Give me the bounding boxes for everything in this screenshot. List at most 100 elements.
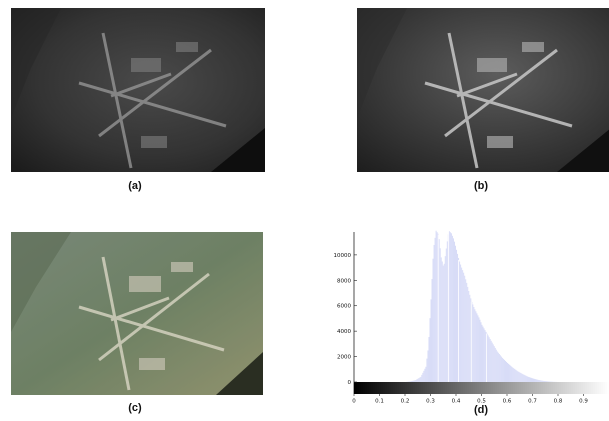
histogram-bar bbox=[516, 370, 518, 382]
histogram-bar bbox=[439, 248, 441, 382]
histogram-bar bbox=[459, 261, 461, 382]
histogram-bar bbox=[466, 282, 468, 382]
histogram-bar bbox=[507, 362, 509, 382]
histogram-bar bbox=[446, 241, 448, 382]
histogram-bar bbox=[423, 370, 425, 382]
histogram-bar bbox=[488, 337, 490, 382]
y-tick-label: 6000 bbox=[337, 304, 351, 310]
histogram-bar bbox=[475, 311, 477, 382]
y-tick-label: 10000 bbox=[334, 253, 352, 259]
histogram-bar bbox=[501, 357, 503, 382]
histogram-bar bbox=[432, 258, 434, 382]
histogram-bar bbox=[435, 230, 437, 382]
histogram-bar bbox=[444, 256, 446, 382]
histogram-bar bbox=[504, 360, 506, 382]
x-tick-label: 0.1 bbox=[375, 399, 384, 405]
histogram-bar bbox=[489, 339, 491, 382]
histogram-bar bbox=[535, 379, 537, 382]
histogram-bar bbox=[531, 378, 533, 382]
histogram-bar bbox=[410, 381, 412, 382]
histogram-bar bbox=[496, 351, 498, 382]
histogram-bar bbox=[427, 350, 429, 382]
histogram-bar bbox=[454, 245, 456, 382]
grayscale-colorbar bbox=[354, 382, 609, 394]
histogram-bar bbox=[452, 238, 454, 382]
histogram-bar bbox=[543, 380, 545, 382]
x-tick-label: 0.8 bbox=[554, 399, 563, 405]
histogram-bar bbox=[485, 331, 487, 382]
histogram-bar bbox=[486, 333, 488, 382]
histogram-bar bbox=[542, 380, 544, 382]
histogram-bar bbox=[492, 344, 494, 382]
histogram-bar bbox=[420, 376, 422, 382]
histogram-bar bbox=[424, 368, 426, 382]
histogram-bar bbox=[412, 380, 414, 382]
histogram-bar bbox=[537, 379, 539, 382]
y-tick-label: 4000 bbox=[337, 329, 351, 335]
histogram-bar bbox=[464, 275, 466, 382]
histogram-axes bbox=[353, 232, 609, 394]
histogram-bar bbox=[441, 261, 443, 382]
histogram-bar bbox=[470, 298, 472, 382]
histogram-bar bbox=[425, 366, 427, 382]
caption-c: (c) bbox=[128, 402, 142, 414]
histogram-bar bbox=[417, 378, 419, 382]
histogram-bar bbox=[510, 365, 512, 382]
histogram-bar bbox=[472, 304, 474, 382]
x-tick-label: 0.3 bbox=[426, 399, 435, 405]
histogram-bar bbox=[456, 249, 458, 382]
histogram-bar bbox=[433, 244, 435, 382]
x-tick-label: 0.5 bbox=[477, 399, 486, 405]
histogram-bar bbox=[541, 380, 543, 382]
histogram-bar bbox=[478, 317, 480, 382]
caption-b: (b) bbox=[473, 180, 489, 192]
histogram-bar bbox=[450, 233, 452, 382]
histogram-bar bbox=[544, 381, 546, 382]
histogram-bar bbox=[467, 286, 469, 382]
histogram-bar bbox=[526, 376, 528, 382]
histogram-bar bbox=[414, 380, 416, 382]
histogram-ticks: 0 2000 4000 6000 8000 10000 0 0.1 0.2 0.3 0.4 0.5 0.… bbox=[334, 253, 589, 405]
histogram-bar bbox=[529, 377, 531, 382]
histogram-bar bbox=[491, 342, 493, 382]
histogram-bar bbox=[511, 366, 513, 382]
histogram-bar bbox=[448, 231, 450, 382]
y-tick-label: 8000 bbox=[337, 278, 351, 284]
histogram-bar bbox=[465, 279, 467, 382]
caption-a: (a) bbox=[128, 180, 142, 192]
histogram-chart: 0 2000 4000 6000 8000 10000 0 0.1 0.2 0.3 0.4 0.5 0.… bbox=[334, 230, 609, 405]
x-tick-label: 0 bbox=[352, 399, 356, 405]
histogram-bar bbox=[545, 381, 547, 382]
x-tick-label: 0.9 bbox=[579, 399, 588, 405]
histogram-bar bbox=[474, 309, 476, 382]
histogram-bar bbox=[512, 367, 514, 382]
histogram-bar bbox=[461, 267, 463, 382]
histogram-bar bbox=[500, 356, 502, 382]
histogram-bar bbox=[430, 299, 432, 382]
aerial-photo-a bbox=[11, 8, 265, 172]
histogram-bar bbox=[419, 377, 421, 382]
histogram-bar bbox=[514, 368, 516, 382]
histogram-bar bbox=[494, 347, 496, 382]
histogram-bar bbox=[411, 381, 413, 382]
histogram-bar bbox=[524, 375, 526, 382]
histogram-bar bbox=[436, 232, 438, 382]
histogram-bar bbox=[520, 372, 522, 382]
aerial-photo-b bbox=[357, 8, 609, 172]
histogram-bar bbox=[495, 349, 497, 382]
histogram-bar bbox=[429, 318, 431, 382]
x-tick-label: 0.6 bbox=[503, 399, 512, 405]
histogram-bar bbox=[509, 364, 511, 382]
histogram-bar bbox=[523, 374, 525, 382]
histogram-bar bbox=[532, 378, 534, 382]
histogram-bar bbox=[521, 373, 523, 382]
histogram-bar bbox=[540, 380, 542, 382]
histogram-bar bbox=[445, 248, 447, 382]
histogram-bar bbox=[498, 354, 500, 382]
histogram-bar bbox=[471, 301, 473, 382]
histogram-bar bbox=[517, 371, 519, 382]
histogram-bar bbox=[539, 380, 541, 382]
histogram-bar bbox=[497, 352, 499, 382]
histogram-bars bbox=[406, 230, 558, 382]
y-tick-label: 0 bbox=[348, 380, 352, 386]
